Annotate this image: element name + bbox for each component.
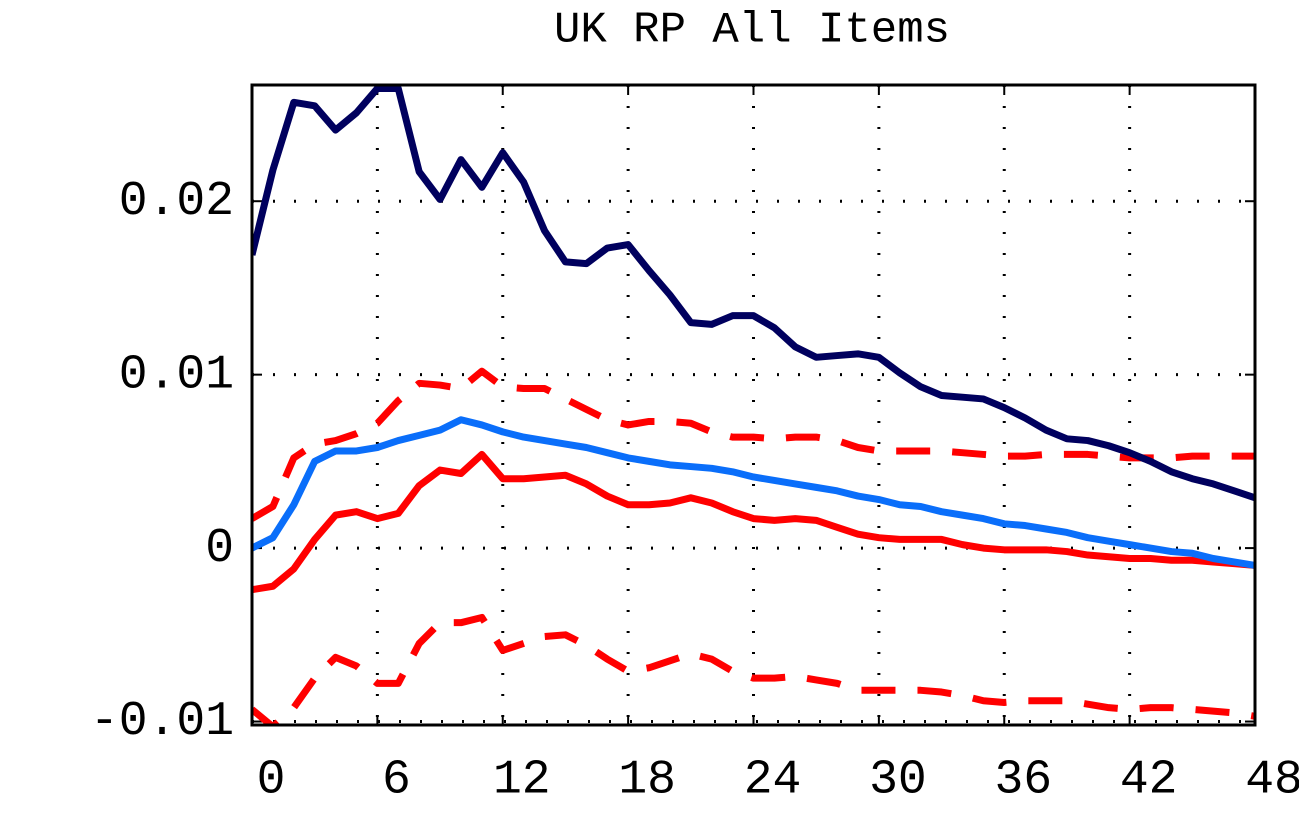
x-tick-label: 30 <box>869 754 927 808</box>
x-tick-label: 12 <box>493 754 551 808</box>
plot-frame <box>250 83 1257 727</box>
y-tick-label: 0.01 <box>119 348 234 402</box>
y-tick-label: 0.02 <box>119 175 234 229</box>
chart-title: UK RP All Items <box>554 6 950 56</box>
data-line <box>252 416 1255 569</box>
x-tick-label: 24 <box>744 754 802 808</box>
x-tick-label: 0 <box>257 754 286 808</box>
x-tick-label: 48 <box>1245 754 1299 808</box>
x-tick-label: 36 <box>994 754 1052 808</box>
data-line <box>252 450 1255 594</box>
x-tick-label: 42 <box>1120 754 1178 808</box>
y-tick-label: 0 <box>205 522 234 576</box>
y-tick-label: -0.01 <box>90 695 234 749</box>
x-tick-label: 18 <box>618 754 676 808</box>
data-line <box>252 367 1255 522</box>
data-line <box>252 85 1255 502</box>
data-line <box>252 613 1255 725</box>
x-tick-label: 6 <box>382 754 411 808</box>
